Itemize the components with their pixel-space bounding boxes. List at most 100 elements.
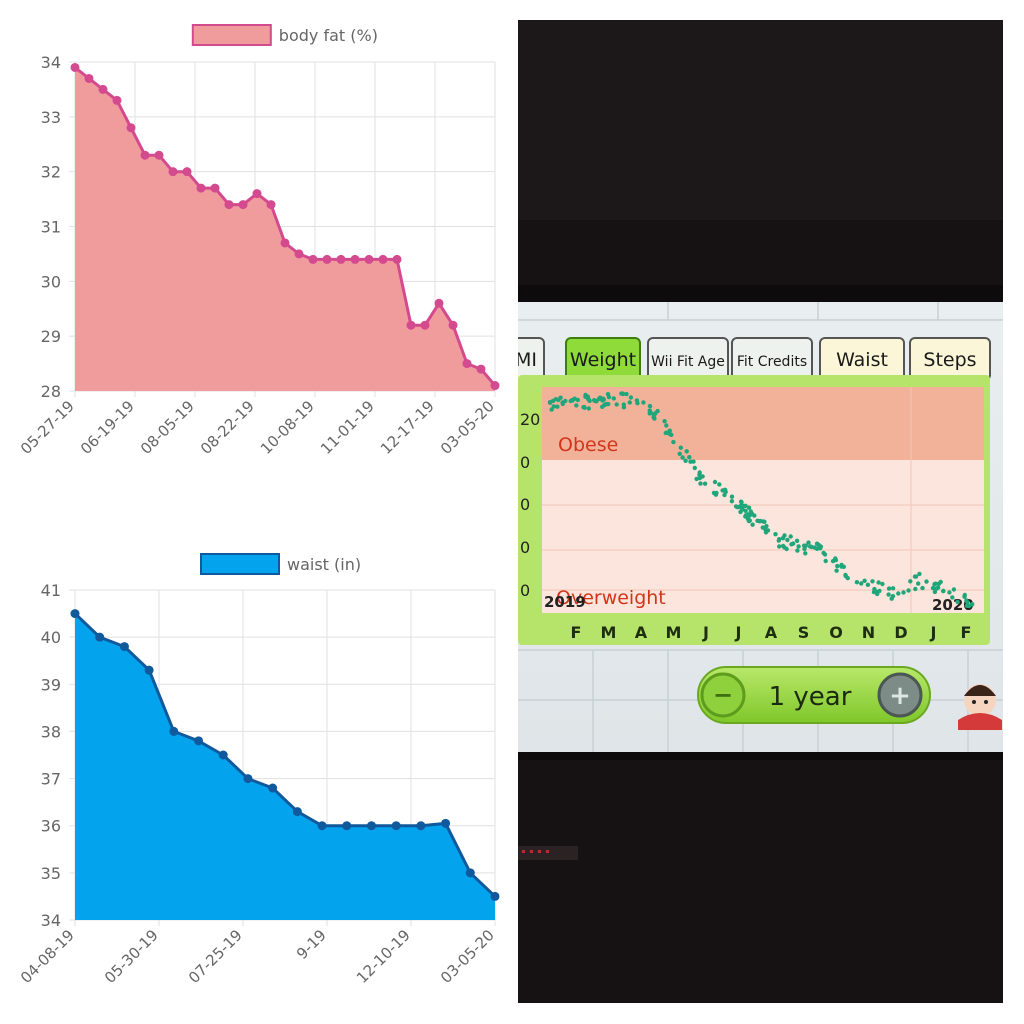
x-tick-label: 10-08-19 <box>257 397 318 458</box>
weight-dot <box>652 413 657 418</box>
tab-label: Wii Fit Age <box>651 354 725 370</box>
weight-dot <box>803 551 808 556</box>
data-point <box>252 189 262 199</box>
weight-dot <box>917 571 922 577</box>
weight-dot <box>667 428 672 433</box>
x-tick-label: 06-19-19 <box>77 397 138 458</box>
weight-dot <box>788 534 793 539</box>
weight-dot <box>691 459 696 464</box>
wii-y-tick: 20 <box>520 410 540 429</box>
weight-dot <box>712 479 718 485</box>
weight-dot <box>592 398 597 403</box>
tab-wii-fit-age[interactable]: Wii Fit Age <box>647 337 729 381</box>
data-point <box>392 254 402 264</box>
weight-dot <box>687 455 692 460</box>
y-tick-label: 37 <box>41 770 61 789</box>
tab-waist[interactable]: Waist <box>819 337 905 381</box>
x-tick-label: 08-22-19 <box>197 397 258 458</box>
weight-dot <box>555 404 560 409</box>
weight-dot <box>641 400 646 405</box>
weight-dot <box>763 527 768 532</box>
data-point <box>194 736 204 746</box>
weight-dot <box>733 504 739 509</box>
weight-dot <box>890 586 896 591</box>
weight-dot <box>662 419 667 424</box>
month-label: J <box>702 623 709 642</box>
weight-dot <box>743 503 748 508</box>
overweight-label: Overweight <box>556 587 666 609</box>
tab-fit-credits[interactable]: Fit Credits <box>731 337 813 381</box>
legend: waist (in) <box>200 553 361 575</box>
weight-dot <box>789 542 794 547</box>
weight-dot <box>740 507 745 512</box>
weight-dot <box>560 400 565 405</box>
legend: body fat (%) <box>191 24 378 46</box>
data-point <box>350 254 360 264</box>
weight-dot <box>678 445 683 450</box>
tab-mi[interactable]: MI <box>518 337 545 381</box>
weight-dot <box>822 552 828 557</box>
weight-dot <box>962 594 967 599</box>
weight-dot <box>743 514 748 519</box>
x-tick-label: 07-25-19 <box>185 926 246 987</box>
minus-button[interactable]: − <box>700 672 746 718</box>
weight-dot <box>880 581 885 587</box>
wii-y-tick: 0 <box>520 495 530 514</box>
weight-dot <box>717 482 722 487</box>
x-tick-label: 03-05-20 <box>437 397 498 458</box>
minus-icon: − <box>713 681 733 709</box>
data-point <box>294 249 304 259</box>
data-point <box>280 238 290 248</box>
weight-dot <box>854 580 860 585</box>
month-label: D <box>894 623 907 642</box>
tab-weight[interactable]: Weight <box>565 337 641 381</box>
weight-dot <box>587 398 592 404</box>
weight-dot <box>583 394 588 399</box>
weight-dot <box>932 589 938 595</box>
weight-dot <box>605 392 611 397</box>
tab-label: Fit Credits <box>737 354 807 370</box>
weight-dot <box>785 537 790 543</box>
data-point <box>144 665 154 675</box>
data-point <box>119 642 129 652</box>
data-point <box>462 359 472 369</box>
y-tick-label: 34 <box>41 53 61 72</box>
weight-dot <box>955 599 960 605</box>
weight-dot <box>806 540 811 545</box>
tab-label: MI <box>518 349 537 371</box>
weight-dot <box>930 585 936 591</box>
plus-button[interactable]: + <box>877 672 923 718</box>
legend-label: waist (in) <box>287 555 361 574</box>
weight-dot <box>865 582 871 587</box>
weight-dot <box>663 430 668 436</box>
weight-dot <box>859 581 864 586</box>
data-point <box>322 254 332 264</box>
weight-dot <box>749 511 754 516</box>
weight-dot <box>611 396 616 401</box>
weight-dot <box>714 490 719 496</box>
legend-label: body fat (%) <box>279 26 378 45</box>
weight-dot <box>747 518 752 523</box>
month-label: O <box>829 623 843 642</box>
weight-dot <box>773 532 778 537</box>
data-point <box>182 167 192 177</box>
weight-dot <box>947 590 952 595</box>
y-tick-label: 41 <box>41 581 61 600</box>
weight-dot <box>886 586 892 591</box>
data-point <box>416 821 426 831</box>
y-tick-label: 30 <box>41 272 61 291</box>
weight-dot <box>581 405 586 410</box>
data-point <box>95 632 105 642</box>
x-tick-label: 04-08-19 <box>17 926 78 987</box>
weight-data-points <box>547 391 975 609</box>
weight-dot <box>814 541 820 546</box>
weight-dot <box>621 402 626 407</box>
data-point <box>490 381 500 391</box>
weight-dot <box>871 589 877 595</box>
data-point <box>168 167 178 177</box>
weight-dot <box>729 494 735 499</box>
weight-dot <box>802 546 807 552</box>
weight-dot <box>684 449 689 454</box>
tab-steps[interactable]: Steps <box>909 337 991 381</box>
weight-dot <box>870 579 875 584</box>
